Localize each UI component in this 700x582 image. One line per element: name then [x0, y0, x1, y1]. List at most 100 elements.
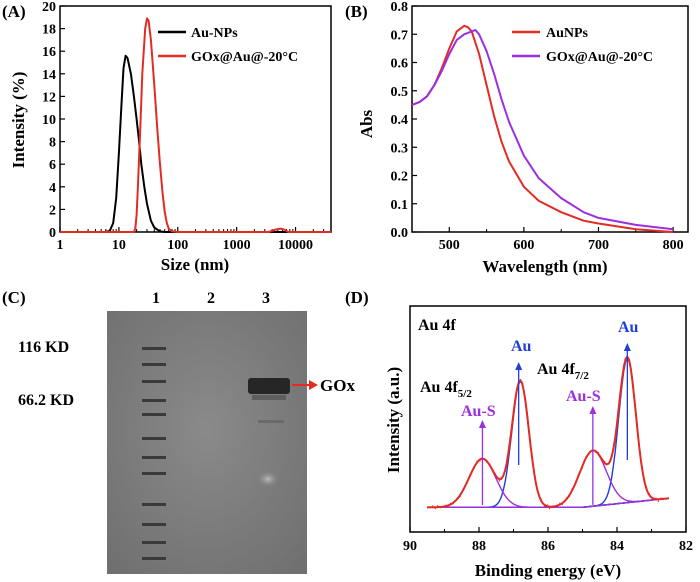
panel-d-series-raw: [426, 357, 669, 511]
panel-b-x-axis-label: Wavelength (nm): [482, 257, 607, 276]
panel-a-x-tick-label: 10: [112, 238, 126, 253]
panel-d: (D) 90 88 86 84 82 Binding energy (eV) Inten…: [345, 288, 693, 580]
gel-ladder-band: [142, 503, 166, 506]
panel-a: (A) 0 2 4 6 8 10 12 14 16 18 20 1 10 100 1000 10000 Si…: [2, 0, 332, 274]
panel-a-y-tick-label: 14: [42, 68, 56, 83]
panel-c-label: (C): [2, 288, 26, 307]
panel-b-y-ticks: 0.0 0.1 0.2 0.3 0.4 0.5 0.6 0.7 0.8: [391, 0, 417, 241]
gel-lane-1-label: 1: [152, 290, 160, 307]
panel-b-legend: AuNPs GOx@Au@-20°C: [512, 26, 653, 65]
au-left-arrow-icon-head: [515, 362, 523, 370]
panel-b-x-ticks: 500 600 700 800: [411, 227, 684, 253]
panel-a-y-tick-label: 16: [42, 45, 56, 60]
gel-ladder-band: [142, 363, 166, 366]
panel-a-x-tick-label: 1000: [223, 238, 251, 253]
panel-a-x-tick-label: 1: [57, 238, 64, 253]
panel-b-y-tick-label: 0.1: [391, 198, 409, 213]
panel-d-x-tick-label: 86: [541, 539, 555, 554]
panel-d-arrows: [478, 343, 631, 505]
panel-b-x-tick-label: 600: [513, 238, 534, 253]
panel-a-series: [60, 17, 331, 233]
gel-ladder-band: [142, 472, 166, 475]
panel-d-x-axis-label: Binding energy (eV): [475, 561, 621, 580]
gel-image: [107, 311, 307, 574]
panel-b-y-axis-label: Abs: [357, 109, 376, 138]
annotation-au-s-right: Au-S: [566, 388, 601, 405]
panel-d-title: Au 4f: [418, 317, 456, 334]
panel-b-legend-label-gox: GOx@Au@-20°C: [546, 50, 653, 65]
gel-marker-116kd: 116 KD: [18, 339, 69, 356]
panel-b-series-line-1: [411, 29, 674, 231]
gel-gox-smear: [252, 395, 286, 400]
gel-ladder-band: [142, 413, 166, 416]
gel-ladder-band: [142, 437, 166, 440]
panel-d-x-tick-label: 90: [403, 539, 417, 554]
panel-d-x-tick-label: 88: [472, 539, 486, 554]
annotation-au-left: Au: [511, 338, 532, 355]
panel-a-y-axis-label: Intensity (%): [9, 72, 28, 169]
panel-d-x-ticks: 90 88 86 84 82: [403, 527, 693, 554]
panel-b-legend-label-aunps: AuNPs: [546, 26, 589, 41]
gel-ladder-band: [142, 399, 166, 402]
panel-a-y-tick-label: 4: [49, 181, 56, 196]
panel-d-series-peak-2: [427, 457, 669, 508]
panel-b-y-tick-label: 0.8: [391, 0, 409, 15]
panel-a-legend: Au-NPs GOx@Au@-20°C: [158, 26, 298, 65]
panel-a-y-tick-label: 8: [49, 136, 56, 151]
panel-a-y-tick-label: 18: [42, 23, 56, 38]
gel-ladder-band: [142, 557, 166, 560]
panel-d-series-peak-3: [427, 449, 669, 508]
annotation-au-4f-7-2: Au 4f7/2: [537, 361, 589, 382]
panel-a-y-tick-label: 20: [42, 0, 56, 15]
gox-arrowhead-icon: [309, 380, 318, 390]
gel-ladder-band: [142, 523, 166, 526]
panel-d-series-envelope: [427, 354, 669, 509]
panel-a-y-ticks: 0 2 4 6 8 10 12 14 16 18 20: [42, 0, 65, 241]
panel-d-x-tick-label: 82: [679, 539, 693, 554]
gel-lane-3-label: 3: [262, 290, 270, 307]
panel-d-label: (D): [345, 288, 369, 307]
panel-b-y-tick-label: 0.0: [391, 226, 409, 241]
au-s-left-arrow-icon-head: [478, 420, 486, 428]
gel-ladder-band: [142, 347, 166, 350]
panel-b-y-tick-label: 0.3: [391, 141, 409, 156]
panel-b-series: [411, 24, 674, 233]
annotation-au-4f-5-2: Au 4f5/2: [420, 379, 472, 400]
gel-faint-band: [258, 420, 284, 423]
panel-b: (B) 0.0 0.1 0.2 0.3 0.4 0.5 0.6 0.7 0.8 500 600 70…: [345, 0, 689, 276]
panel-b-y-tick-label: 0.5: [391, 85, 409, 100]
panel-a-y-tick-label: 2: [49, 203, 56, 218]
panel-a-x-axis-label: Size (nm): [161, 255, 229, 274]
panel-a-legend-label-gox: GOx@Au@-20°C: [191, 50, 298, 65]
panel-b-label: (B): [345, 2, 368, 21]
gel-lane-2-label: 2: [207, 290, 215, 307]
au-s-right-arrow-icon-head: [589, 406, 597, 414]
gel-ladder-band: [142, 541, 166, 544]
panel-b-x-tick-label: 800: [663, 238, 684, 253]
panel-b-x-tick-label: 500: [439, 238, 460, 253]
panel-a-x-tick-label: 10000: [278, 238, 313, 253]
panel-d-plot-frame: [409, 305, 687, 533]
panel-b-y-tick-label: 0.4: [391, 113, 409, 128]
panel-d-series: [426, 354, 669, 511]
panel-a-legend-label-au-nps: Au-NPs: [191, 26, 238, 41]
gel-gox-band: [248, 378, 290, 394]
panel-c: (C) 1 2 3 116 KD 66.2 KD GOx: [2, 288, 355, 574]
panel-a-x-tick-label: 100: [167, 238, 188, 253]
panel-a-x-ticks: 1 10 100 1000 10000: [57, 227, 325, 253]
gel-ladder-band: [142, 380, 166, 383]
panel-b-y-tick-label: 0.6: [391, 57, 409, 72]
panel-a-label: (A): [2, 2, 26, 21]
panel-d-y-axis-label: Intensity (a.u.): [384, 367, 403, 473]
panel-d-x-tick-label: 84: [610, 539, 624, 554]
gel-marker-66kd: 66.2 KD: [18, 392, 74, 409]
annotation-au-s-left: Au-S: [461, 403, 496, 420]
panel-b-x-tick-label: 700: [588, 238, 609, 253]
gel-ladder-band: [142, 456, 166, 459]
panel-b-y-tick-label: 0.2: [391, 170, 409, 185]
panel-a-series-line-0: [60, 54, 331, 233]
gel-gox-label: GOx: [320, 376, 355, 395]
panel-a-y-tick-label: 0: [49, 226, 56, 241]
gel-ladder-bands: [142, 347, 166, 560]
